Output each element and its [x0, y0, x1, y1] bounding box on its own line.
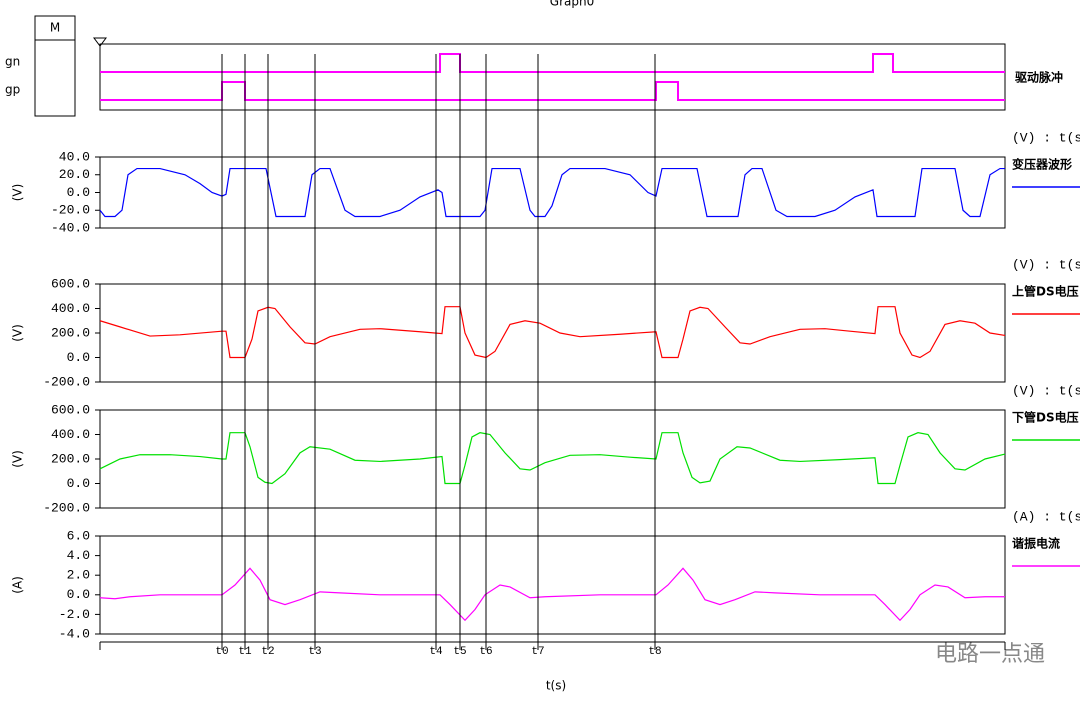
marker-label: t4: [429, 646, 443, 658]
legend-label: 变压器波形: [1012, 157, 1072, 172]
legend-label: 谐振电流: [1012, 536, 1060, 551]
y-axis-label: (V): [11, 324, 25, 342]
y-tick-label: 4.0: [67, 548, 90, 563]
waveform: [99, 167, 1005, 218]
waveform: [99, 432, 1006, 485]
signal-name: gp: [5, 83, 20, 97]
digital-signal: [100, 53, 1005, 73]
y-tick-label: -4.0: [59, 626, 90, 641]
header-box: [34, 15, 76, 117]
waveform: [99, 567, 1005, 622]
header-label: M: [50, 21, 60, 35]
y-tick-label: 6.0: [67, 528, 90, 543]
x-axis-label: t(s): [546, 679, 566, 693]
waveform: [99, 306, 1006, 359]
cursor-icon: [93, 37, 107, 47]
y-tick-label: 200.0: [51, 325, 90, 340]
marker-label: t8: [648, 646, 661, 658]
y-tick-label: 20.0: [59, 167, 90, 182]
panel-frame: [99, 43, 1006, 111]
panel-label: 驱动脉冲: [1015, 70, 1063, 85]
panel-frame: [99, 535, 1006, 635]
unit-label: (V) : t(s): [1012, 130, 1080, 145]
y-tick-label: -200.0: [43, 374, 90, 389]
watermark: 电路一点通: [935, 642, 1045, 667]
y-tick-label: -20.0: [51, 203, 90, 218]
y-tick-label: -200.0: [43, 500, 90, 515]
y-tick-label: 0.0: [67, 185, 90, 200]
marker-label: t6: [479, 646, 492, 658]
y-tick-label: 600.0: [51, 276, 90, 291]
y-tick-label: -2.0: [59, 607, 90, 622]
unit-label: (V) : t(s): [1012, 383, 1080, 398]
y-tick-label: 0.0: [67, 476, 90, 491]
marker-label: t0: [215, 646, 228, 658]
unit-label: (V) : t(s): [1012, 257, 1080, 272]
marker-label: t5: [453, 646, 466, 658]
y-axis-label: (V): [11, 450, 25, 468]
legend-label: 下管DS电压: [1012, 410, 1079, 425]
panel-frame: [99, 156, 1006, 229]
y-tick-label: 400.0: [51, 427, 90, 442]
unit-label: (A) : t(s): [1012, 509, 1080, 524]
signal-name: gn: [5, 55, 20, 69]
y-tick-label: 40.0: [59, 149, 90, 164]
y-axis-label: (V): [11, 184, 25, 202]
y-axis-label: (A): [11, 576, 25, 594]
panel-frame: [99, 409, 1006, 509]
y-tick-label: 0.0: [67, 350, 90, 365]
marker-label: t1: [238, 646, 252, 658]
legend-label: 上管DS电压: [1012, 284, 1079, 299]
y-tick-label: 600.0: [51, 402, 90, 417]
marker-label: t3: [308, 646, 321, 658]
y-tick-label: 200.0: [51, 451, 90, 466]
marker-label: t2: [261, 646, 274, 658]
chart-title: Graph0: [550, 0, 594, 9]
y-tick-label: -40.0: [51, 220, 90, 235]
y-tick-label: 0.0: [67, 587, 90, 602]
digital-signal: [100, 81, 1005, 101]
marker-label: t7: [531, 646, 544, 658]
y-tick-label: 2.0: [67, 568, 90, 583]
y-tick-label: 400.0: [51, 301, 90, 316]
